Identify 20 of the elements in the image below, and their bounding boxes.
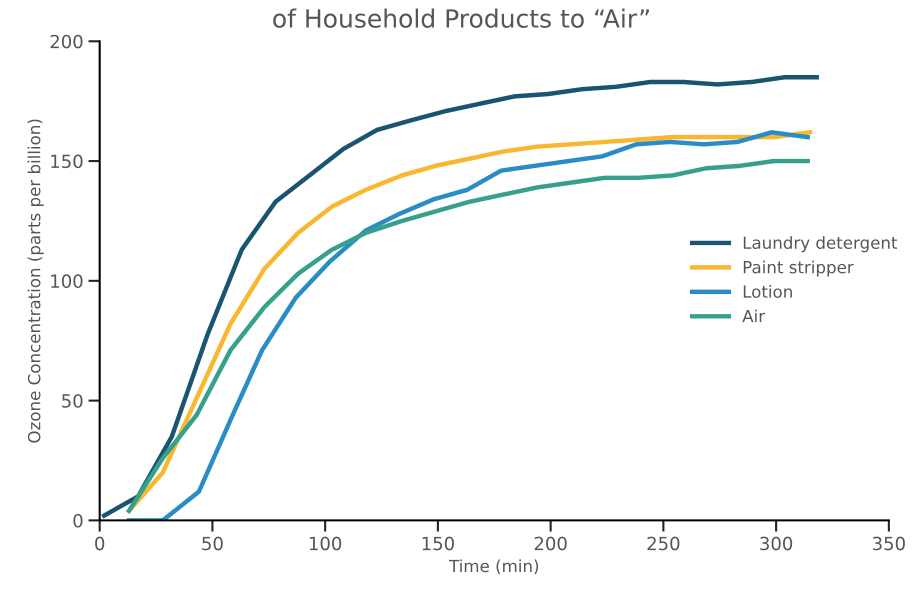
legend-label: Paint stripper xyxy=(744,260,854,277)
x-tick-label: 0 xyxy=(95,536,104,550)
legend-label: Laundry detergent xyxy=(744,236,898,252)
x-tick-label: 100 xyxy=(310,536,342,550)
legend-label: Air xyxy=(742,309,766,322)
x-tick-label: 350 xyxy=(872,536,905,550)
y-tick-label: 50 xyxy=(62,394,83,408)
x-tick-label: 300 xyxy=(760,536,792,550)
y-tick-label: 100 xyxy=(51,274,83,288)
x-tick-label: 150 xyxy=(422,536,454,550)
y-tick-label: 200 xyxy=(50,34,83,48)
x-tick-label: 50 xyxy=(202,536,223,550)
y-tick-label: 150 xyxy=(51,154,83,168)
y-axis-title: Ozone Concentration (parts per billion) xyxy=(28,120,44,443)
x-tick-label: 200 xyxy=(534,536,567,550)
legend-label: Lotion xyxy=(744,285,792,298)
chart-title: of Household Products to “Air” xyxy=(273,8,649,28)
y-tick-label: 0 xyxy=(73,514,83,528)
x-tick-label: 250 xyxy=(647,536,680,550)
x-axis-title: Time (min) xyxy=(448,559,538,574)
